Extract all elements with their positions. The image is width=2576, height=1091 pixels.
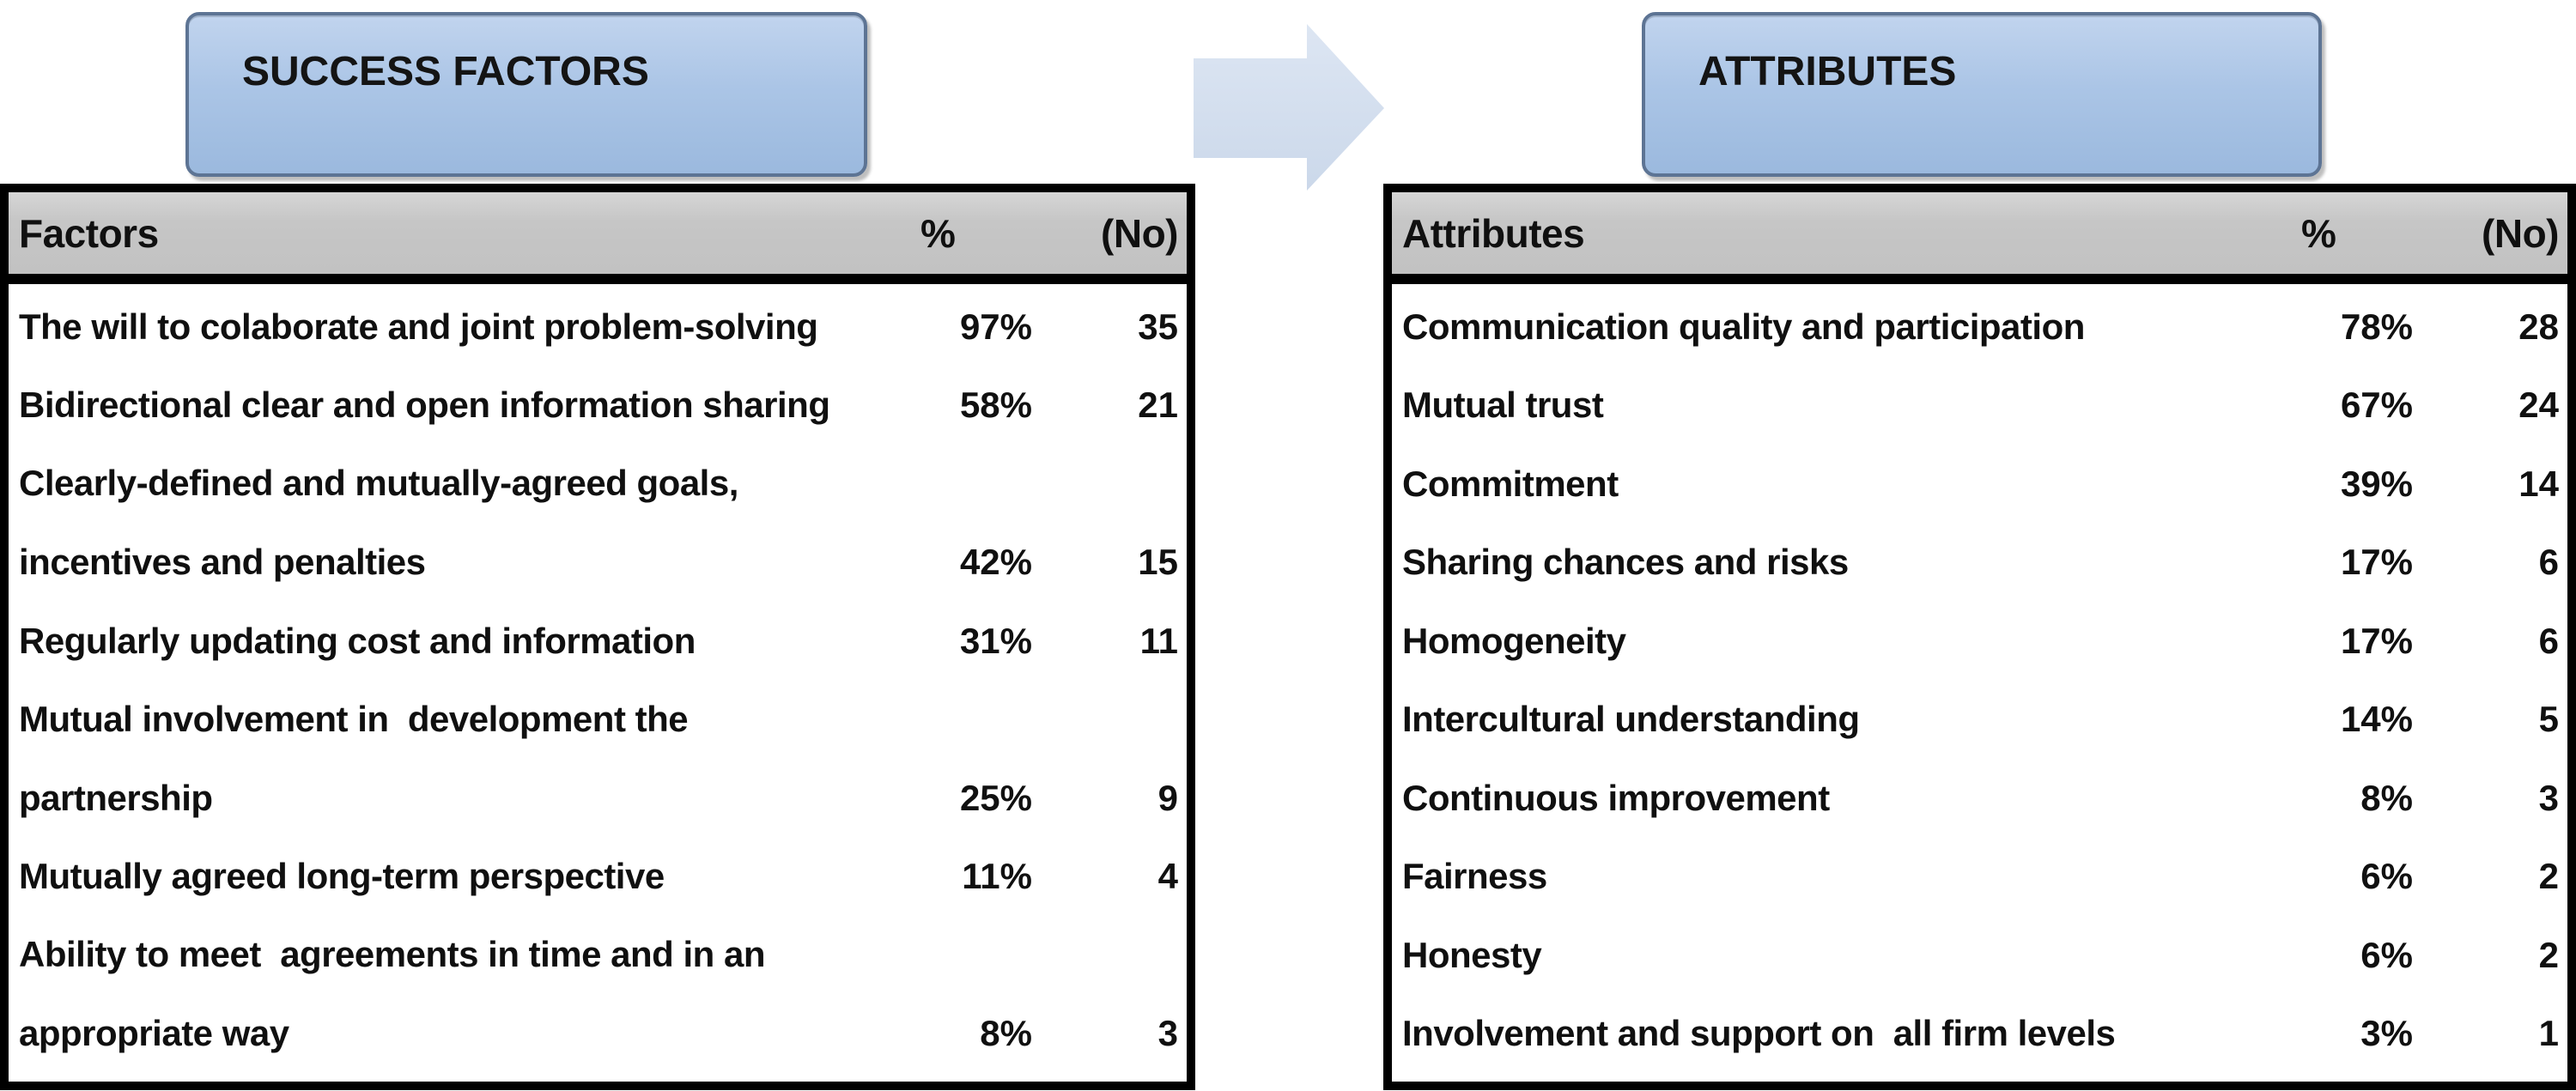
row-label: Clearly-defined and mutually-agreed goal… [19, 463, 738, 582]
row-percent: 8% [980, 1013, 1032, 1053]
row-label: Mutually agreed long-term perspective [19, 856, 665, 896]
header-attributes: Attributes [1402, 210, 1585, 256]
table-row: Intercultural understanding 14% 5 [1392, 681, 2567, 760]
row-percent: 97% [959, 306, 1032, 347]
row-label: The will to colaborate and joint problem… [19, 306, 818, 347]
row-label: Commitment [1402, 463, 1619, 504]
row-count: 3 [1157, 1013, 1178, 1053]
attributes-banner: ATTRIBUTES [1642, 12, 2322, 177]
row-percent: 67% [2340, 385, 2413, 425]
table-row: Clearly-defined and mutually-agreed goal… [9, 445, 1187, 602]
row-count: 2 [2538, 856, 2559, 896]
table-row: Bidirectional clear and open information… [9, 367, 1187, 445]
row-percent: 58% [959, 385, 1032, 425]
header-percent: % [920, 210, 956, 256]
row-percent: 17% [2340, 542, 2413, 582]
header-percent: % [2301, 210, 2336, 256]
row-percent: 11% [962, 856, 1032, 896]
table-row: Ability to meet agreements in time and i… [9, 916, 1187, 1073]
success-factors-table-header: Factors % (No) [9, 192, 1187, 284]
row-percent: 78% [2340, 306, 2413, 347]
table-row: Sharing chances and risks 17% 6 [1392, 524, 2567, 603]
row-label: Mutual involvement in development the pa… [19, 698, 689, 818]
row-count: 2 [2538, 934, 2559, 975]
header-factors: Factors [19, 210, 159, 256]
success-factors-rows: The will to colaborate and joint problem… [9, 284, 1187, 1082]
success-factors-banner: SUCCESS FACTORS [185, 12, 867, 177]
row-label: Bidirectional clear and open information… [19, 385, 830, 425]
attributes-banner-label: ATTRIBUTES [1698, 49, 1957, 94]
row-percent: 31% [959, 620, 1032, 661]
row-percent: 17% [2340, 620, 2413, 661]
table-row: Fairness 6% 2 [1392, 838, 2567, 917]
row-count: 35 [1138, 306, 1178, 347]
success-factors-banner-label: SUCCESS FACTORS [242, 49, 649, 94]
row-percent: 8% [2360, 777, 2413, 818]
table-row: Homogeneity 17% 6 [1392, 602, 2567, 681]
attributes-table-header: Attributes % (No) [1392, 192, 2567, 284]
row-percent: 42% [959, 542, 1032, 582]
row-count: 21 [1138, 385, 1178, 425]
row-label: Honesty [1402, 934, 1542, 975]
table-row: Continuous improvement 8% 3 [1392, 759, 2567, 838]
row-count: 9 [1157, 777, 1178, 818]
attributes-rows: Communication quality and participation 7… [1392, 284, 2567, 1082]
attributes-table: Attributes % (No) Communication quality … [1383, 184, 2576, 1090]
row-percent: 3% [2360, 1013, 2413, 1053]
table-row: Mutual involvement in development the pa… [9, 681, 1187, 838]
row-count: 4 [1157, 856, 1178, 896]
row-label: Homogeneity [1402, 620, 1626, 661]
row-label: Communication quality and participation [1402, 306, 2085, 347]
row-percent: 14% [2340, 699, 2413, 739]
header-count: (No) [1101, 210, 1178, 256]
row-percent: 39% [2340, 463, 2413, 504]
row-count: 15 [1138, 542, 1178, 582]
row-count: 3 [2538, 777, 2559, 818]
row-count: 1 [2538, 1013, 2559, 1053]
row-count: 28 [2518, 306, 2559, 347]
table-row: Communication quality and participation 7… [1392, 288, 2567, 367]
header-count: (No) [2482, 210, 2559, 256]
table-row: Commitment 39% 14 [1392, 445, 2567, 524]
row-count: 5 [2538, 699, 2559, 739]
row-label: Sharing chances and risks [1402, 542, 1849, 582]
row-count: 11 [1139, 620, 1178, 661]
row-label: Intercultural understanding [1402, 699, 1860, 739]
row-percent: 6% [2360, 856, 2413, 896]
row-label: Ability to meet agreements in time and i… [19, 934, 766, 1053]
row-label: Fairness [1402, 856, 1547, 896]
success-factors-table: Factors % (No) The will to colaborate an… [0, 184, 1195, 1090]
table-row: Mutually agreed long-term perspective 11%… [9, 838, 1187, 917]
table-row: Mutual trust 67% 24 [1392, 367, 2567, 445]
row-percent: 6% [2360, 934, 2413, 975]
table-row: Regularly updating cost and information 3… [9, 602, 1187, 681]
row-count: 6 [2538, 620, 2559, 661]
row-count: 14 [2518, 463, 2559, 504]
right-arrow-icon [1194, 19, 1384, 197]
row-label: Mutual trust [1402, 385, 1604, 425]
row-count: 6 [2538, 542, 2559, 582]
row-count: 24 [2518, 385, 2559, 425]
table-row: The will to colaborate and joint problem… [9, 288, 1187, 367]
row-label: Involvement and support on all firm leve… [1402, 1013, 2116, 1053]
table-row: Honesty 6% 2 [1392, 916, 2567, 995]
right-arrow-svg [1194, 24, 1384, 191]
row-percent: 25% [959, 777, 1032, 818]
row-label: Continuous improvement [1402, 777, 1830, 818]
table-row: Involvement and support on all firm leve… [1392, 995, 2567, 1074]
row-label: Regularly updating cost and information [19, 620, 696, 661]
